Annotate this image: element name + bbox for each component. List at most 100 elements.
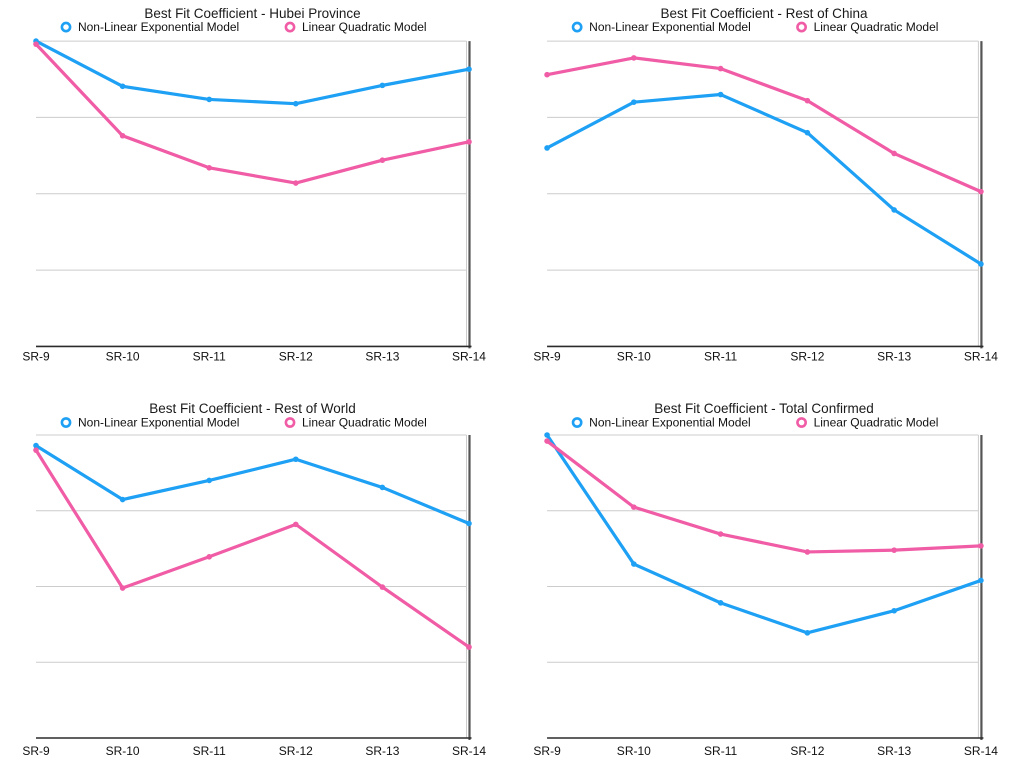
x-tick-label: SR-9 — [533, 349, 561, 363]
point-marker — [33, 41, 39, 47]
x-tick-label: SR-11 — [193, 744, 226, 758]
x-tick-label: SR-10 — [617, 744, 651, 758]
line-chart: Best Fit Coefficient - Rest of WorldNon-… — [22, 401, 486, 758]
legend-marker-quadratic-icon — [796, 21, 807, 33]
point-marker — [978, 577, 984, 584]
point-marker — [978, 543, 984, 549]
point-marker — [804, 129, 811, 136]
legend-marker-nonlinear-icon — [60, 21, 72, 33]
x-tick-label: SR-12 — [790, 744, 824, 758]
line-chart: Best Fit Coefficient - Total ConfirmedNo… — [533, 401, 998, 758]
point-marker — [466, 520, 472, 527]
point-marker — [891, 547, 897, 553]
legend-marker-nonlinear-icon — [60, 417, 72, 428]
point-marker — [631, 99, 637, 105]
point-marker — [119, 496, 126, 503]
line-nonlinear-model — [545, 433, 983, 635]
point-marker — [544, 432, 550, 438]
line-nonlinear-model — [34, 444, 471, 526]
point-marker — [206, 96, 212, 103]
x-tick-label: SR-11 — [193, 349, 226, 363]
point-marker — [631, 55, 637, 61]
point-marker — [206, 164, 212, 171]
line-nonlinear-model — [545, 92, 983, 266]
point-marker — [206, 477, 212, 484]
line-chart: Best Fit Coefficient - Hubei ProvinceNon… — [22, 6, 486, 363]
point-marker — [379, 82, 386, 89]
x-tick-label: SR-11 — [704, 349, 737, 363]
chart-total-confirmed: Best Fit Coefficient - Total Confirmed No… — [511, 382, 1023, 763]
point-marker — [206, 554, 212, 560]
legend-label-nonlinear: Non-Linear Exponential Model — [589, 416, 751, 430]
point-marker — [891, 207, 897, 213]
x-tick-label: SR-13 — [877, 744, 911, 758]
point-marker — [717, 91, 724, 98]
point-marker — [119, 132, 126, 139]
x-tick-label: SR-14 — [964, 349, 998, 363]
chart-hubei-province: Best Fit Coefficient - Hubei Province Non… — [0, 0, 511, 382]
line-chart: Best Fit Coefficient - Rest of ChinaNon-… — [533, 6, 998, 363]
point-marker — [978, 188, 984, 195]
x-tick-label: SR-13 — [365, 349, 399, 363]
point-marker — [293, 521, 299, 528]
line-nonlinear-model — [34, 39, 471, 106]
point-marker — [466, 139, 472, 145]
legend-marker-quadratic-icon — [284, 21, 296, 33]
line-quadratic-model — [34, 448, 471, 649]
point-marker — [891, 607, 897, 614]
point-marker — [717, 531, 724, 537]
x-tick-label: SR-12 — [790, 349, 824, 363]
point-marker — [544, 145, 550, 151]
legend-label-nonlinear: Non-Linear Exponential Model — [78, 416, 239, 430]
point-marker — [33, 447, 39, 453]
x-tick-label: SR-10 — [106, 349, 140, 363]
point-marker — [717, 600, 724, 606]
point-marker — [631, 504, 637, 510]
legend-label-quadratic: Linear Quadratic Model — [814, 416, 939, 430]
legend-label-quadratic: Linear Quadratic Model — [814, 20, 939, 34]
x-tick-label: SR-14 — [452, 744, 486, 758]
point-marker — [379, 157, 386, 163]
point-marker — [293, 456, 299, 463]
x-tick-label: SR-10 — [617, 349, 651, 363]
x-tick-label: SR-13 — [365, 744, 399, 758]
point-marker — [804, 549, 811, 555]
legend-marker-quadratic-icon — [284, 417, 296, 428]
point-marker — [631, 561, 637, 567]
point-marker — [804, 630, 811, 636]
point-marker — [119, 585, 126, 591]
point-marker — [293, 100, 299, 107]
point-marker — [804, 97, 811, 104]
line-quadratic-model — [545, 439, 983, 554]
point-marker — [119, 83, 126, 90]
x-tick-label: SR-14 — [964, 744, 998, 758]
x-tick-label: SR-10 — [106, 744, 140, 758]
point-marker — [33, 442, 39, 449]
legend-label-nonlinear: Non-Linear Exponential Model — [589, 20, 751, 34]
point-marker — [978, 261, 984, 267]
chart-rest-of-china: Best Fit Coefficient - Rest of China Non-… — [511, 0, 1023, 382]
x-tick-label: SR-9 — [22, 744, 50, 758]
legend-marker-quadratic-icon — [796, 417, 807, 428]
point-marker — [379, 584, 386, 590]
x-tick-label: SR-9 — [22, 349, 50, 363]
x-tick-label: SR-12 — [279, 349, 313, 363]
x-tick-label: SR-12 — [279, 744, 313, 758]
legend-label-nonlinear: Non-Linear Exponential Model — [78, 20, 239, 34]
chart-rest-of-world: Best Fit Coefficient - Rest of World Non-… — [0, 382, 511, 763]
point-marker — [891, 150, 897, 157]
chart-title: Best Fit Coefficient - Total Confirmed — [654, 401, 874, 416]
legend-marker-nonlinear-icon — [571, 417, 583, 428]
legend-label-quadratic: Linear Quadratic Model — [302, 416, 427, 430]
legend-label-quadratic: Linear Quadratic Model — [302, 20, 427, 34]
point-marker — [293, 180, 299, 186]
point-marker — [379, 484, 386, 491]
point-marker — [466, 644, 472, 650]
point-marker — [544, 71, 550, 78]
x-tick-label: SR-13 — [877, 349, 911, 363]
chart-title: Best Fit Coefficient - Rest of China — [660, 6, 867, 21]
line-quadratic-model — [545, 56, 983, 194]
chart-title: Best Fit Coefficient - Rest of World — [149, 401, 356, 416]
legend-marker-nonlinear-icon — [571, 21, 583, 33]
